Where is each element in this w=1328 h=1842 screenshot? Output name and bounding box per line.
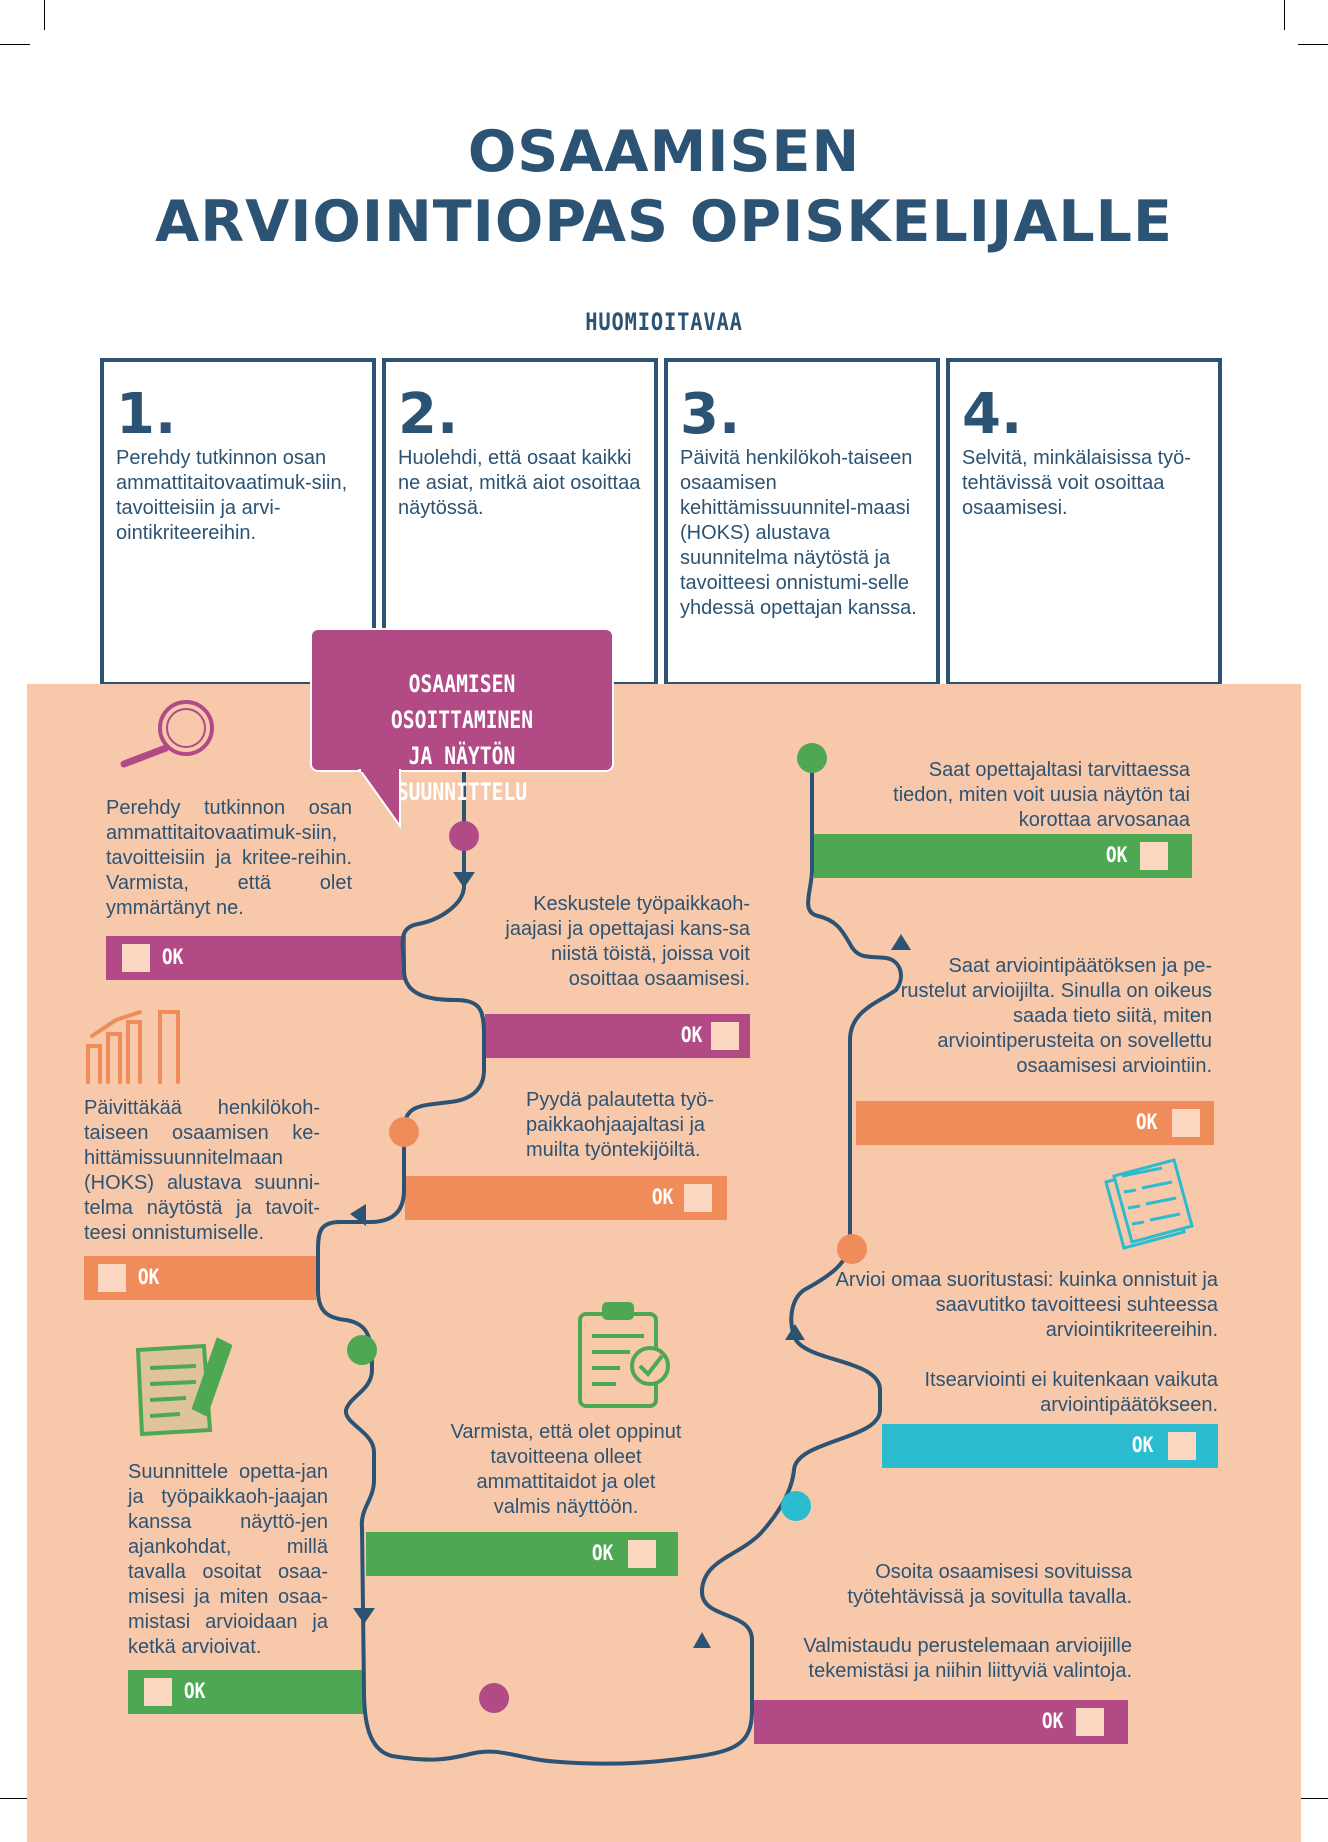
crop-mark bbox=[1284, 0, 1285, 30]
ok-bar-step-2: OK bbox=[485, 1014, 750, 1058]
ok-label: OK bbox=[183, 1679, 206, 1703]
ok-bar-step-11: OK bbox=[856, 1101, 1214, 1145]
ok-checkbox[interactable] bbox=[1140, 842, 1168, 870]
step-11-text: Saat arviointipäätöksen ja pe-rustelut a… bbox=[900, 955, 1212, 1077]
ok-bar-step-8: OK bbox=[754, 1700, 1128, 1744]
ok-label: OK bbox=[1135, 1110, 1158, 1134]
box-text: Perehdy tutkinnon osan ammattitaitovaati… bbox=[116, 447, 348, 544]
crop-mark bbox=[44, 0, 45, 30]
page-title-line-2: ARVIOINTIOPAS OPISKELIJALLE bbox=[155, 189, 1173, 255]
page-title-line-1: OSAAMISEN bbox=[467, 119, 861, 185]
crop-mark bbox=[0, 44, 30, 45]
ok-checkbox[interactable] bbox=[1076, 1708, 1104, 1736]
crop-mark bbox=[1298, 44, 1328, 45]
box-number: 2. bbox=[398, 382, 459, 447]
section-heading: HUOMIOITAVAA bbox=[585, 308, 743, 336]
step-12-text: Saat opettajaltasi tarvittaessa tiedon, … bbox=[893, 759, 1190, 831]
ok-checkbox[interactable] bbox=[122, 944, 150, 972]
box-text: Päivitä henkilökoh-taiseen osaamisen keh… bbox=[680, 447, 917, 619]
step-8-text: Valmistaudu perustelemaan arvioijille te… bbox=[803, 1635, 1132, 1682]
step-1-text: Perehdy tutkinnon osan ammattitaitovaati… bbox=[106, 797, 352, 919]
ok-label: OK bbox=[1105, 843, 1128, 867]
info-box-1: 1. Perehdy tutkinnon osan ammattitaitova… bbox=[100, 358, 376, 686]
box-text: Selvitä, minkälaisissa työ-tehtävissä vo… bbox=[962, 447, 1191, 519]
ok-bar-step-9: OK bbox=[882, 1424, 1218, 1468]
ok-checkbox[interactable] bbox=[1168, 1432, 1196, 1460]
ok-bar-step-4: OK bbox=[405, 1176, 727, 1220]
crop-mark bbox=[0, 1798, 30, 1799]
ok-label: OK bbox=[591, 1541, 614, 1565]
crop-mark bbox=[1298, 1798, 1328, 1799]
step-9-text: Itsearviointi ei kuitenkaan vaikuta arvi… bbox=[924, 1369, 1219, 1416]
ok-bar-step-6: OK bbox=[366, 1532, 678, 1576]
step-6-text: Varmista, että olet oppinut tavoitteena … bbox=[450, 1421, 682, 1518]
info-box-3: 3. Päivitä henkilökoh-taiseen osaamisen … bbox=[664, 358, 940, 686]
step-10-text: Arvioi omaa suoritustasi: kuinka onnistu… bbox=[835, 1269, 1218, 1341]
step-3-text: Päivittäkää henkilökoh-taiseen osaamisen… bbox=[84, 1097, 320, 1244]
box-number: 4. bbox=[962, 382, 1023, 447]
ok-label: OK bbox=[1131, 1433, 1154, 1457]
step-7-text: Osoita osaamisesi sovituissa työtehtävis… bbox=[847, 1561, 1132, 1608]
bubble-line-2: JA NÄYTÖN SUUNNITTELU bbox=[396, 742, 528, 806]
ok-checkbox[interactable] bbox=[711, 1022, 739, 1050]
section-bubble: OSAAMISEN OSOITTAMINEN JA NÄYTÖN SUUNNIT… bbox=[310, 628, 614, 806]
step-4-text: Pyydä palautetta työ-paikkaohjaajaltasi … bbox=[526, 1089, 714, 1161]
ok-label: OK bbox=[651, 1185, 674, 1209]
step-2-text: Keskustele työpaikkaoh-jaajasi ja opetta… bbox=[505, 893, 750, 990]
box-text: Huolehdi, että osaat kaikki ne asiat, mi… bbox=[398, 447, 641, 519]
box-number: 3. bbox=[680, 382, 741, 447]
ok-bar-step-5: OK bbox=[128, 1670, 364, 1714]
ok-checkbox[interactable] bbox=[144, 1678, 172, 1706]
ok-checkbox[interactable] bbox=[684, 1184, 712, 1212]
ok-bar-step-12: OK bbox=[814, 834, 1192, 878]
ok-label: OK bbox=[680, 1023, 703, 1047]
ok-label: OK bbox=[1041, 1709, 1064, 1733]
bubble-title: OSAAMISEN OSOITTAMINEN JA NÄYTÖN SUUNNIT… bbox=[339, 666, 585, 810]
box-number: 1. bbox=[116, 382, 177, 447]
info-box-4: 4. Selvitä, minkälaisissa työ-tehtävissä… bbox=[946, 358, 1222, 686]
ok-bar-step-1: OK bbox=[106, 936, 406, 980]
step-5-text: Suunnittele opetta-jan ja työpaikkaoh-ja… bbox=[128, 1461, 328, 1658]
ok-label: OK bbox=[161, 945, 184, 969]
ok-label: OK bbox=[137, 1265, 160, 1289]
ok-checkbox[interactable] bbox=[628, 1540, 656, 1568]
bubble-line-1: OSAAMISEN OSOITTAMINEN bbox=[390, 670, 534, 734]
ok-checkbox[interactable] bbox=[1172, 1109, 1200, 1137]
ok-bar-step-3: OK bbox=[84, 1256, 316, 1300]
ok-checkbox[interactable] bbox=[98, 1264, 126, 1292]
